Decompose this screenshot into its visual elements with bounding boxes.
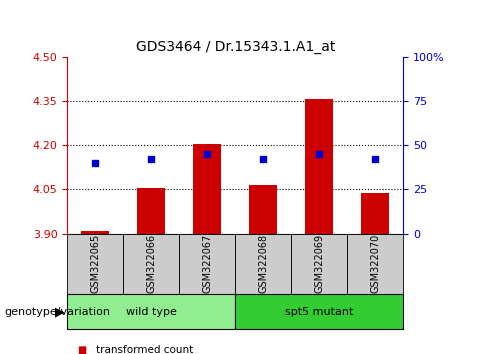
Text: GSM322068: GSM322068 — [258, 234, 268, 293]
Text: wild type: wild type — [126, 307, 177, 316]
Bar — [137, 188, 165, 234]
Text: transformed count: transformed count — [96, 346, 193, 354]
Text: GSM322069: GSM322069 — [314, 234, 324, 293]
Text: ■: ■ — [77, 346, 86, 354]
Text: GSM322065: GSM322065 — [90, 234, 100, 293]
Bar — [193, 144, 221, 234]
Bar — [291, 234, 347, 294]
Bar — [305, 98, 333, 234]
Bar — [67, 234, 123, 294]
Text: GSM322067: GSM322067 — [202, 234, 212, 293]
Text: spt5 mutant: spt5 mutant — [285, 307, 353, 316]
Bar — [235, 294, 403, 329]
Bar — [67, 294, 235, 329]
Text: GSM322066: GSM322066 — [146, 234, 156, 293]
Title: GDS3464 / Dr.15343.1.A1_at: GDS3464 / Dr.15343.1.A1_at — [135, 40, 335, 54]
Bar — [179, 234, 235, 294]
Bar — [123, 234, 179, 294]
Bar — [81, 231, 109, 234]
Bar — [347, 234, 403, 294]
Bar — [249, 185, 277, 234]
Text: ▶: ▶ — [55, 305, 65, 318]
Text: GSM322070: GSM322070 — [370, 234, 380, 293]
Bar — [235, 234, 291, 294]
Text: genotype/variation: genotype/variation — [5, 307, 111, 316]
Bar — [361, 193, 389, 234]
